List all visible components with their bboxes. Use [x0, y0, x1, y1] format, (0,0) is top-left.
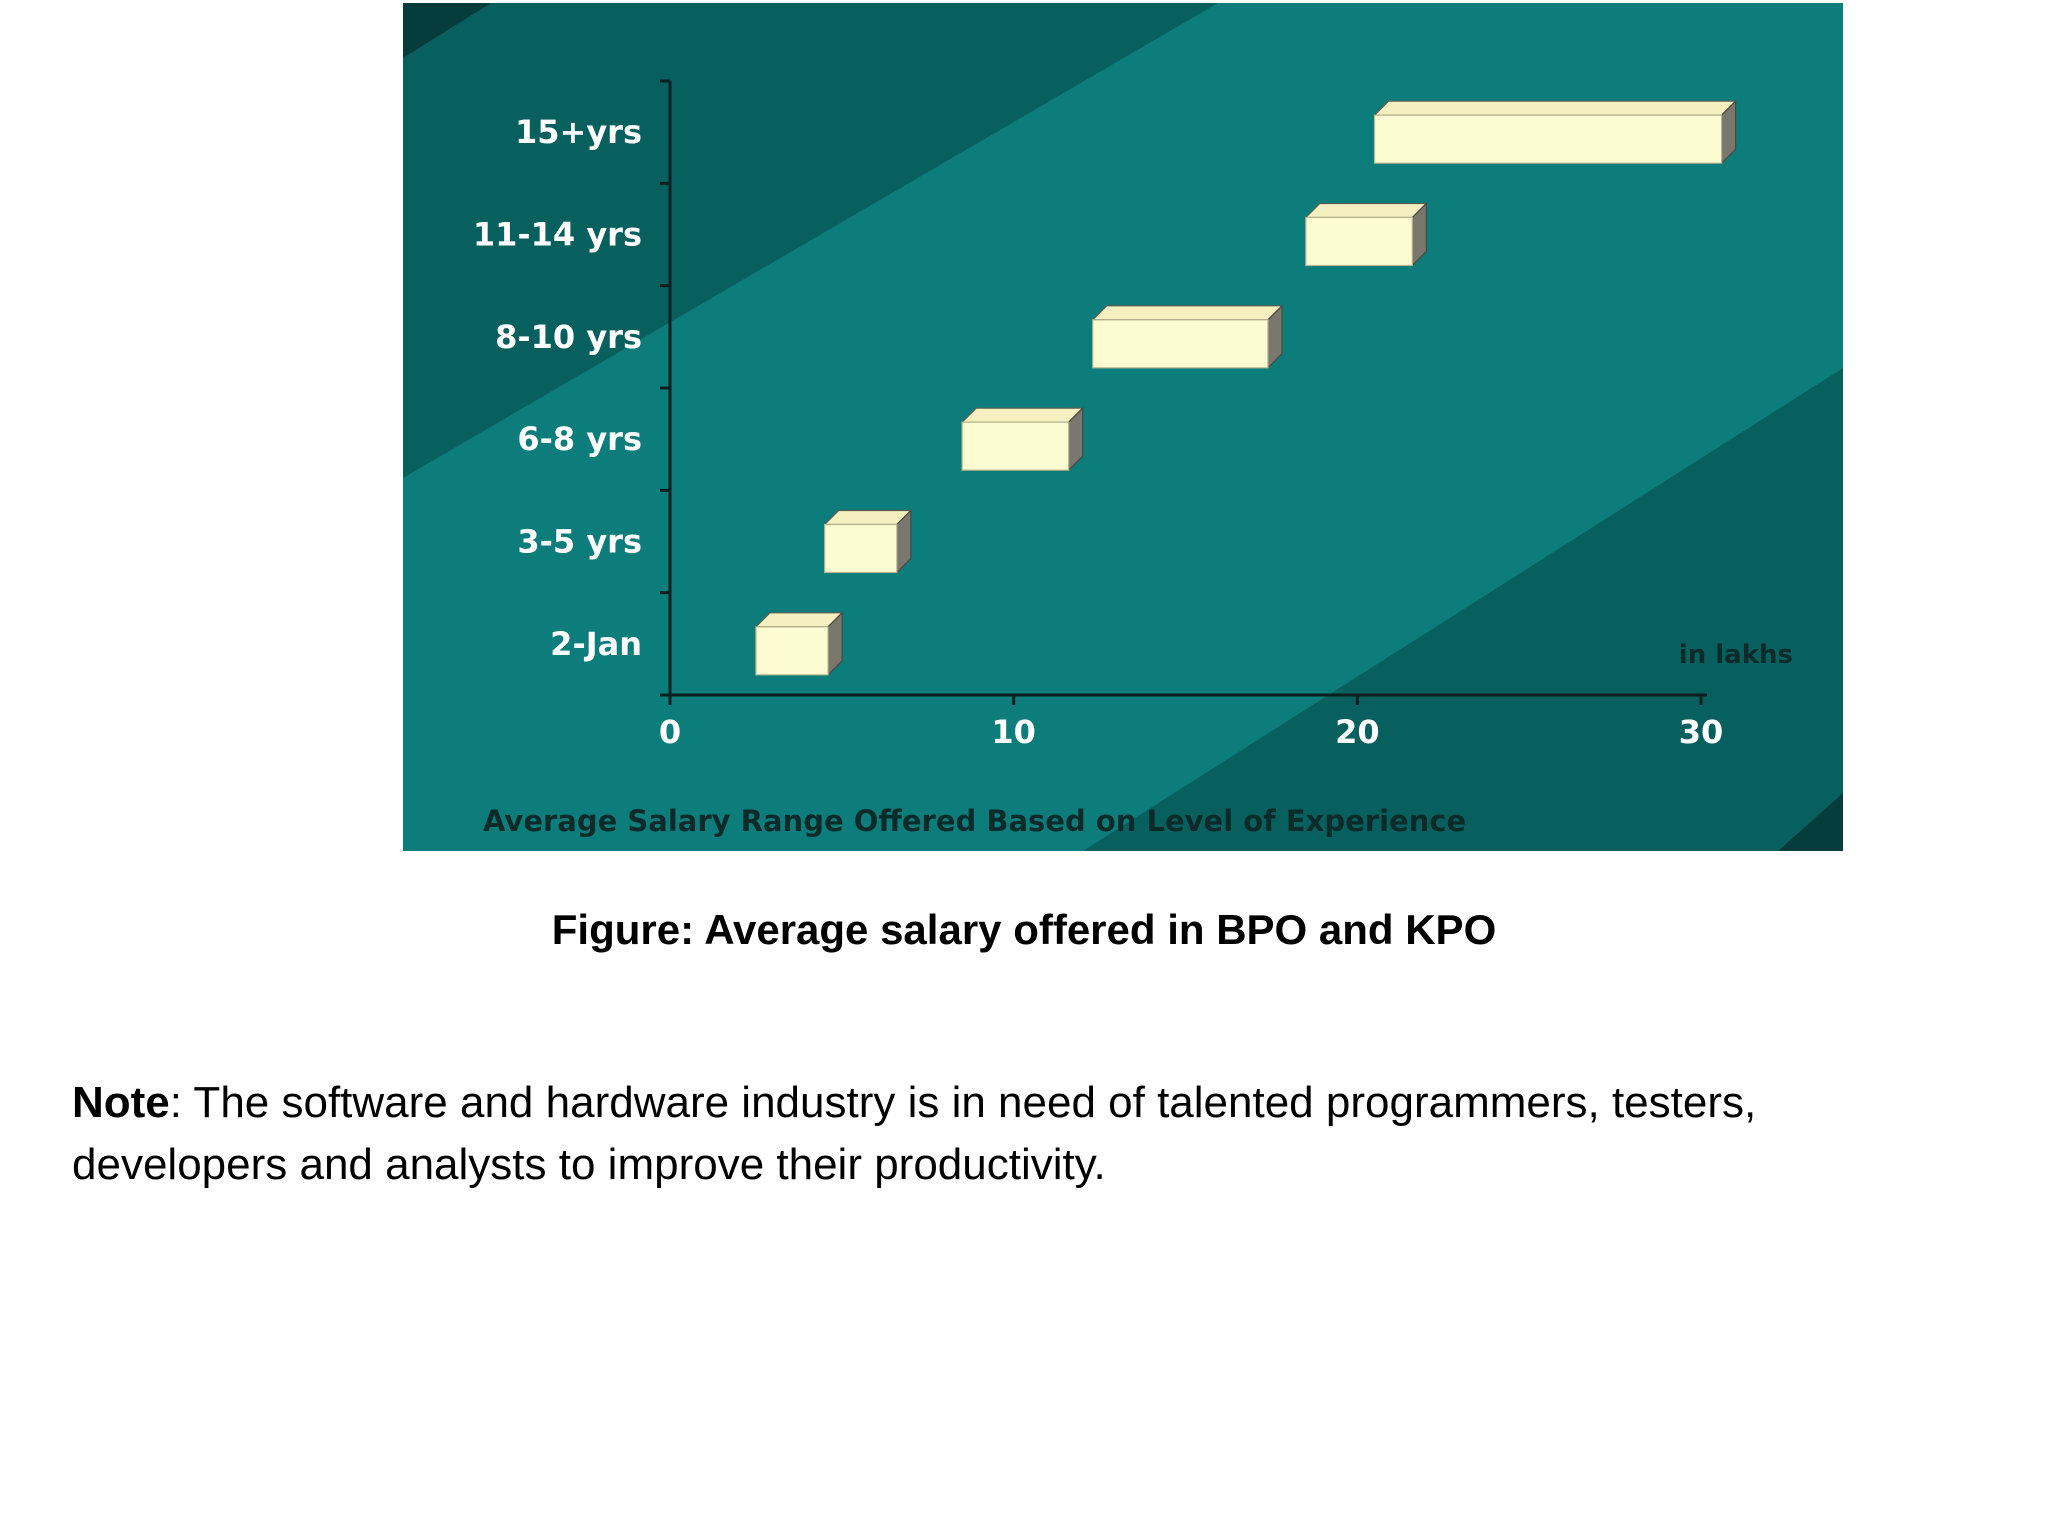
category-label: 11-14 yrs [473, 216, 642, 254]
range-bar [1304, 202, 1428, 267]
range-bar-front [1373, 114, 1723, 164]
range-bar [823, 509, 913, 574]
unit-label: in lakhs [1679, 640, 1793, 670]
chart-title: Average Salary Range Offered Based on Le… [483, 804, 1466, 838]
category-label: 3-5 yrs [517, 523, 642, 561]
range-bar-top [823, 509, 913, 526]
range-bar-top [1304, 202, 1428, 219]
salary-range-chart: 0 10 20 30 2-Jan 3-5 yrs 6-8 yrs 8-10 yrs 11-14 … [403, 3, 1843, 851]
x-tick-label: 30 [1679, 713, 1724, 751]
range-bar [1091, 304, 1284, 370]
range-bar-top [754, 612, 844, 628]
range-bar-front [1092, 319, 1269, 369]
range-bar [754, 611, 844, 677]
x-tick-label: 20 [1335, 713, 1380, 751]
x-tick-label: 10 [991, 713, 1036, 751]
background-corner-bottom-right [1778, 793, 1843, 851]
range-bar-front [824, 523, 898, 574]
range-bar-top [1091, 305, 1284, 321]
range-bar-front [961, 421, 1070, 471]
range-bar-top [1373, 100, 1738, 116]
range-bar [1373, 99, 1738, 165]
note-body: : The software and hardware industry is … [72, 1078, 1757, 1189]
background-band-upper-left [403, 3, 1218, 478]
figure-caption: Figure: Average salary offered in BPO an… [551, 906, 1497, 953]
category-label: 6-8 yrs [517, 420, 642, 458]
range-bar-front [755, 626, 829, 676]
chart-panel: 0 10 20 30 2-Jan 3-5 yrs 6-8 yrs 8-10 yrs 11-14 … [403, 3, 1843, 851]
range-bar [960, 406, 1085, 472]
category-label: 2-Jan [550, 625, 642, 663]
background-band-lower-right [1083, 368, 1843, 851]
background-corner-top-left [403, 3, 491, 58]
x-tick-label: 0 [659, 713, 681, 751]
range-bar-front [1305, 216, 1413, 267]
note-label: Note [72, 1078, 170, 1127]
category-label: 15+yrs [515, 113, 642, 151]
note-paragraph: Note: The software and hardware industry… [72, 1072, 1972, 1196]
category-label: 8-10 yrs [495, 318, 642, 356]
range-bar-top [960, 407, 1085, 423]
